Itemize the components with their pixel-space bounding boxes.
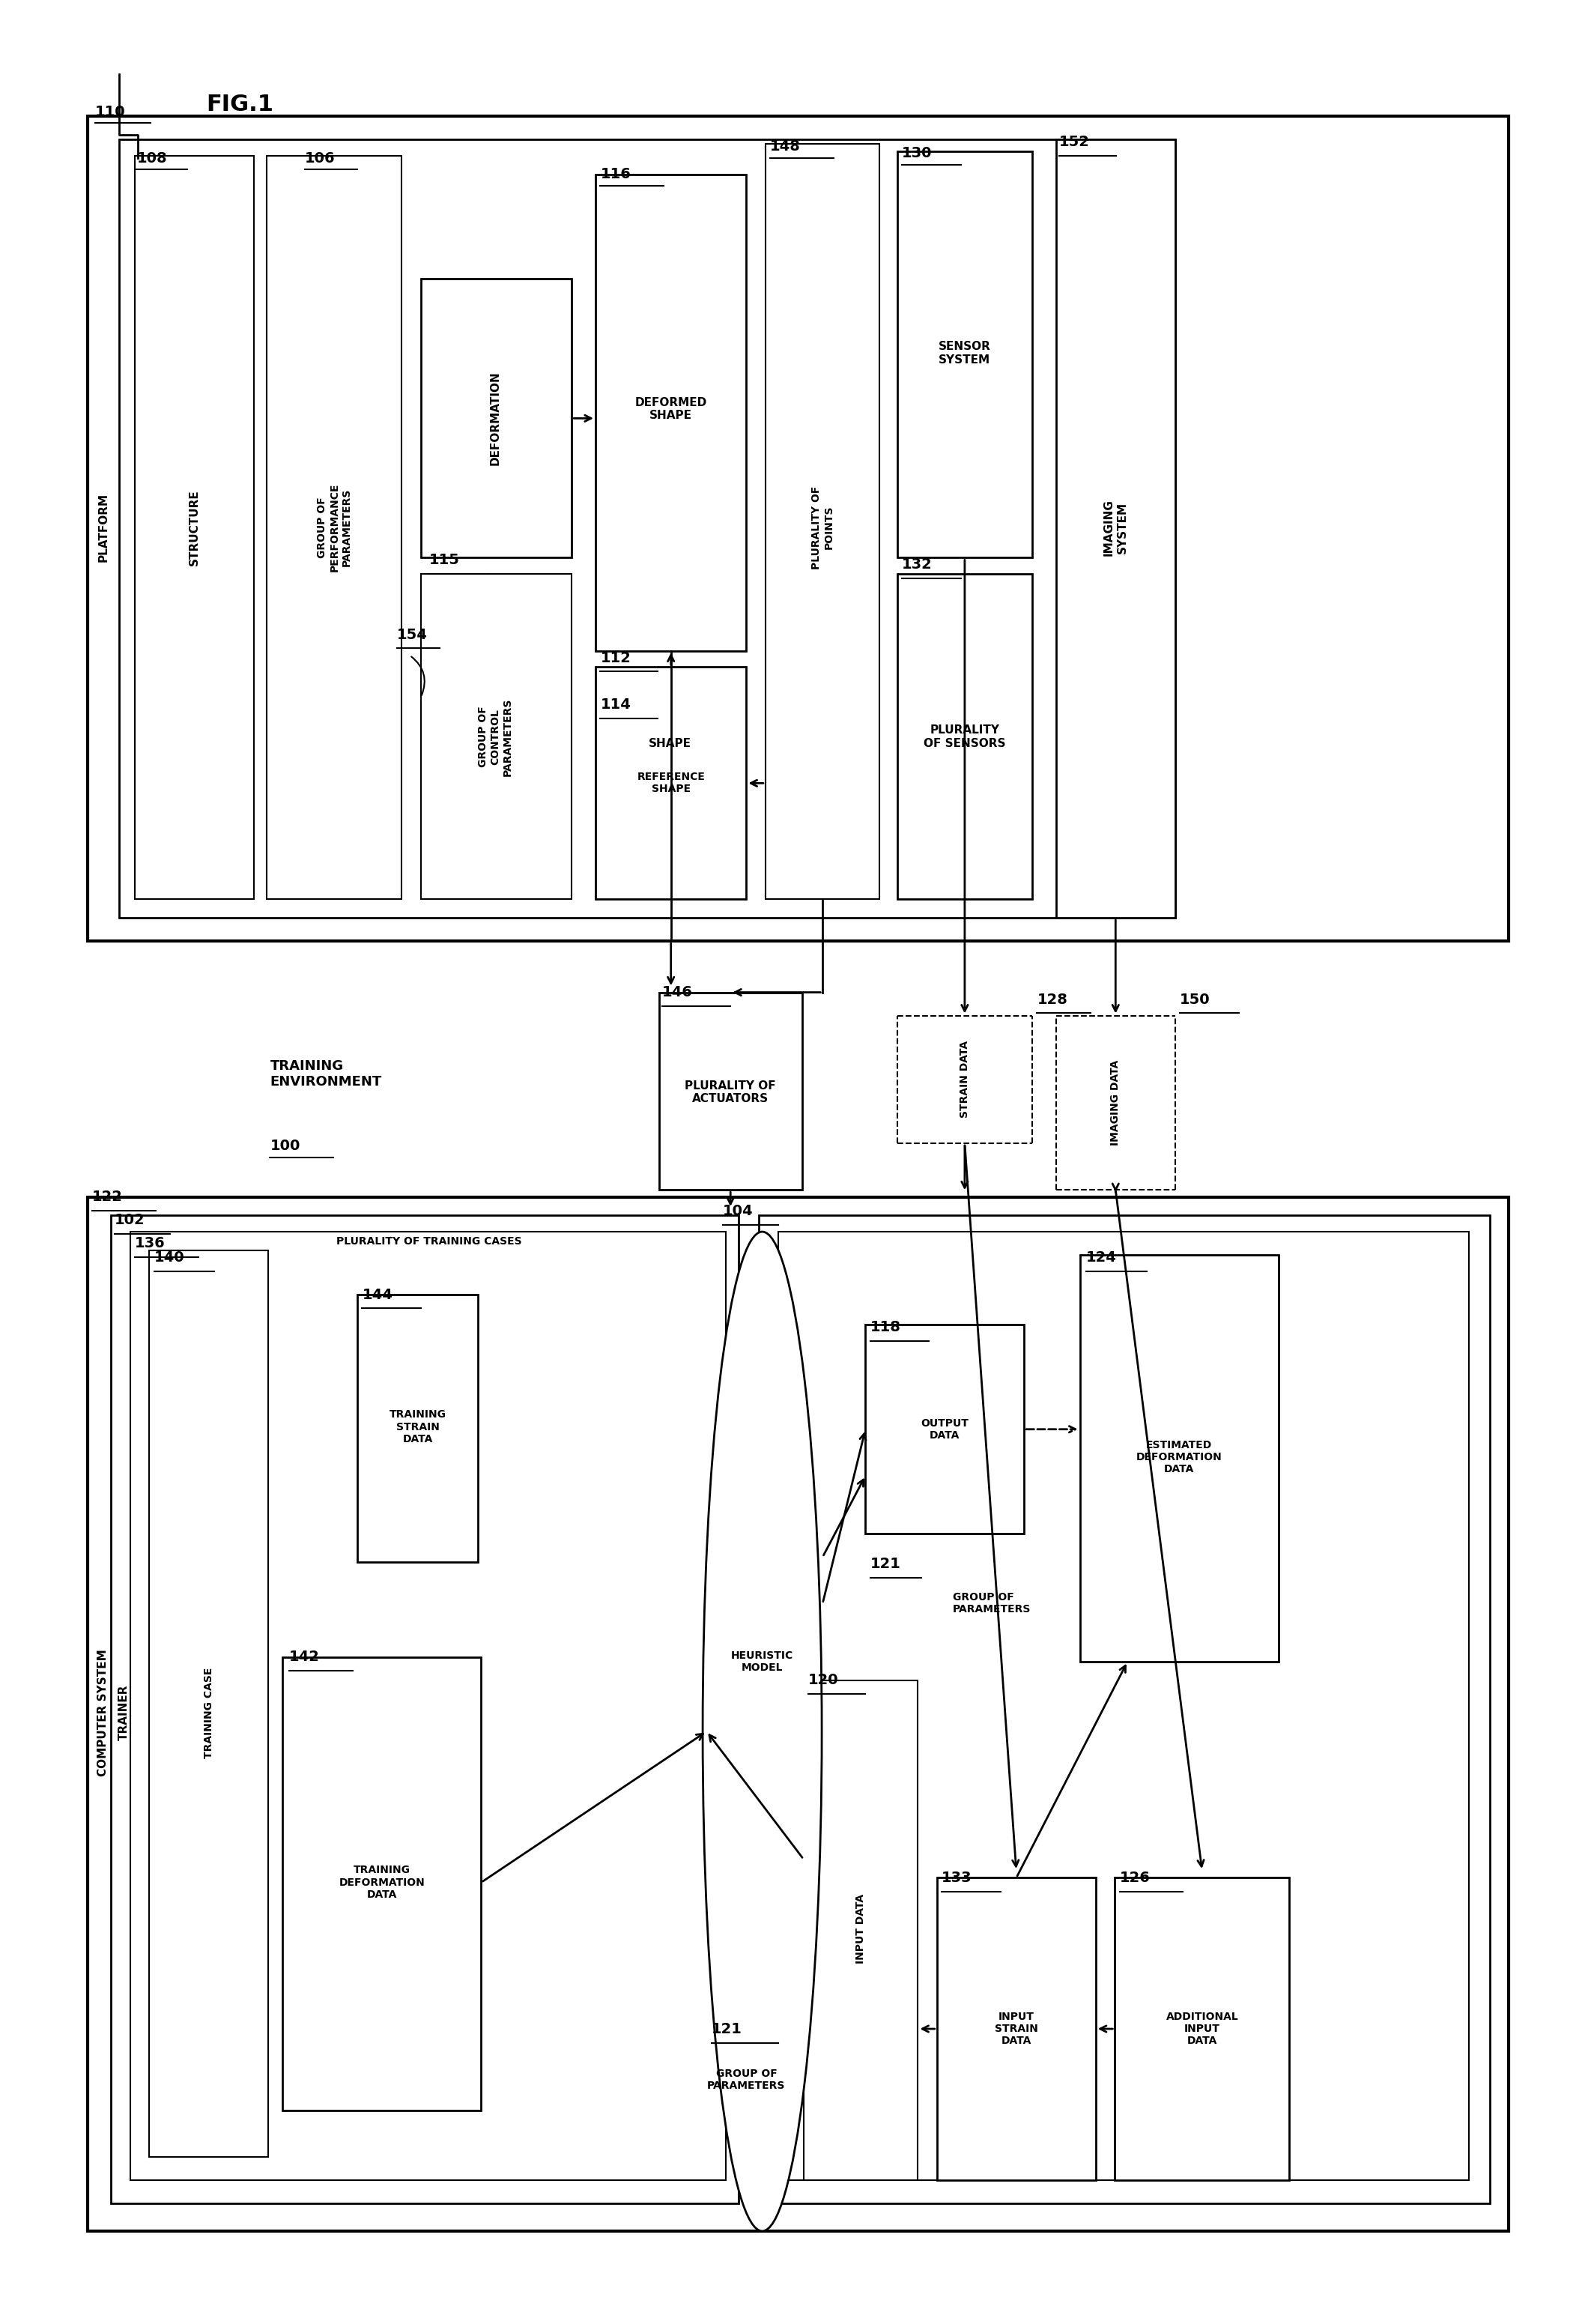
Text: ADDITIONAL
INPUT
DATA: ADDITIONAL INPUT DATA [1166,2013,1239,2045]
Bar [897,574,1032,899]
Text: PLURALITY OF TRAINING CASES: PLURALITY OF TRAINING CASES [337,1236,521,1248]
Text: PLATFORM: PLATFORM [97,493,110,562]
Text: 154: 154 [397,627,427,641]
Bar [765,144,880,899]
Bar [135,156,254,899]
Text: GROUP OF
PARAMETERS: GROUP OF PARAMETERS [953,1592,1031,1615]
Text: 130: 130 [902,146,932,160]
Text: 136: 136 [135,1236,165,1250]
Text: 100: 100 [270,1139,300,1153]
Text: IMAGING DATA: IMAGING DATA [1110,1060,1121,1146]
Bar [421,574,572,899]
Text: 146: 146 [662,985,692,999]
Text: REFERENCE
SHAPE: REFERENCE SHAPE [637,772,705,795]
Bar [267,156,402,899]
Text: SENSOR
SYSTEM: SENSOR SYSTEM [939,342,991,365]
Text: PLURALITY
OF SENSORS: PLURALITY OF SENSORS [924,725,1005,748]
Text: 108: 108 [137,151,167,165]
Text: DEFORMED
SHAPE: DEFORMED SHAPE [635,397,707,421]
Bar [283,1657,481,2110]
Bar [111,1215,738,2203]
Text: GROUP OF
PARAMETERS: GROUP OF PARAMETERS [707,2068,786,2092]
Bar [804,1680,918,2180]
Text: 114: 114 [600,697,630,711]
Bar [130,1232,726,2180]
Text: 115: 115 [429,553,459,567]
Bar [1115,1878,1289,2180]
Bar [778,1232,1469,2180]
Text: 126: 126 [1120,1871,1150,1885]
Bar [659,992,802,1190]
Text: 148: 148 [770,139,800,153]
Bar [87,116,1509,941]
Bar [357,1294,478,1562]
Text: SHAPE: SHAPE [649,739,691,748]
Text: FIG.1: FIG.1 [206,93,273,116]
Text: DEFORMATION: DEFORMATION [489,372,502,465]
Bar [759,1215,1490,2203]
Text: 133: 133 [942,1871,972,1885]
Text: 118: 118 [870,1320,900,1334]
Bar [596,667,746,899]
Text: 140: 140 [154,1250,184,1264]
Text: 121: 121 [711,2022,742,2036]
Bar [421,279,572,558]
Text: 104: 104 [723,1204,753,1218]
Text: 124: 124 [1086,1250,1116,1264]
Text: 144: 144 [362,1287,392,1301]
Text: GROUP OF
CONTROL
PARAMETERS: GROUP OF CONTROL PARAMETERS [478,697,513,776]
Text: OUTPUT
DATA: OUTPUT DATA [921,1418,969,1441]
Text: PLURALITY OF
ACTUATORS: PLURALITY OF ACTUATORS [684,1081,777,1104]
Ellipse shape [702,1232,823,2231]
Text: 112: 112 [600,651,630,665]
Text: 132: 132 [902,558,932,572]
Bar [1080,1255,1278,1662]
Text: 121: 121 [870,1557,900,1571]
Text: 122: 122 [92,1190,122,1204]
Text: TRAINING
STRAIN
DATA: TRAINING STRAIN DATA [389,1411,446,1443]
Text: PLURALITY OF
POINTS: PLURALITY OF POINTS [811,486,834,569]
Text: TRAINING CASE: TRAINING CASE [203,1666,214,1759]
Bar [937,1878,1096,2180]
Text: TRAINING
DEFORMATION
DATA: TRAINING DEFORMATION DATA [338,1866,426,1899]
Text: 102: 102 [114,1213,145,1227]
Bar [1056,139,1175,918]
Bar [149,1250,268,2157]
Bar [119,139,1175,918]
Text: IMAGING
SYSTEM: IMAGING SYSTEM [1104,500,1127,555]
Bar [897,151,1032,558]
Text: ESTIMATED
DEFORMATION
DATA: ESTIMATED DEFORMATION DATA [1135,1441,1223,1473]
Text: COMPUTER SYSTEM: COMPUTER SYSTEM [97,1650,110,1776]
Text: 120: 120 [808,1673,838,1687]
Text: TRAINER: TRAINER [118,1685,130,1741]
Text: 128: 128 [1037,992,1067,1006]
Text: 106: 106 [305,151,335,165]
Text: HEURISTIC
MODEL: HEURISTIC MODEL [730,1650,794,1673]
Bar [596,174,746,651]
Text: 110: 110 [95,105,125,119]
Text: INPUT
STRAIN
DATA: INPUT STRAIN DATA [994,2013,1039,2045]
Text: 150: 150 [1180,992,1210,1006]
Text: 152: 152 [1059,135,1089,149]
Text: 142: 142 [289,1650,319,1664]
Text: STRUCTURE: STRUCTURE [189,490,200,565]
Text: STRAIN DATA: STRAIN DATA [959,1041,970,1118]
Text: 116: 116 [600,167,630,181]
Text: GROUP OF
PERFORMANCE
PARAMETERS: GROUP OF PERFORMANCE PARAMETERS [318,483,351,572]
Text: TRAINING
ENVIRONMENT: TRAINING ENVIRONMENT [270,1060,381,1088]
Bar [865,1325,1024,1534]
Bar [87,1197,1509,2231]
Text: INPUT DATA: INPUT DATA [856,1894,865,1964]
